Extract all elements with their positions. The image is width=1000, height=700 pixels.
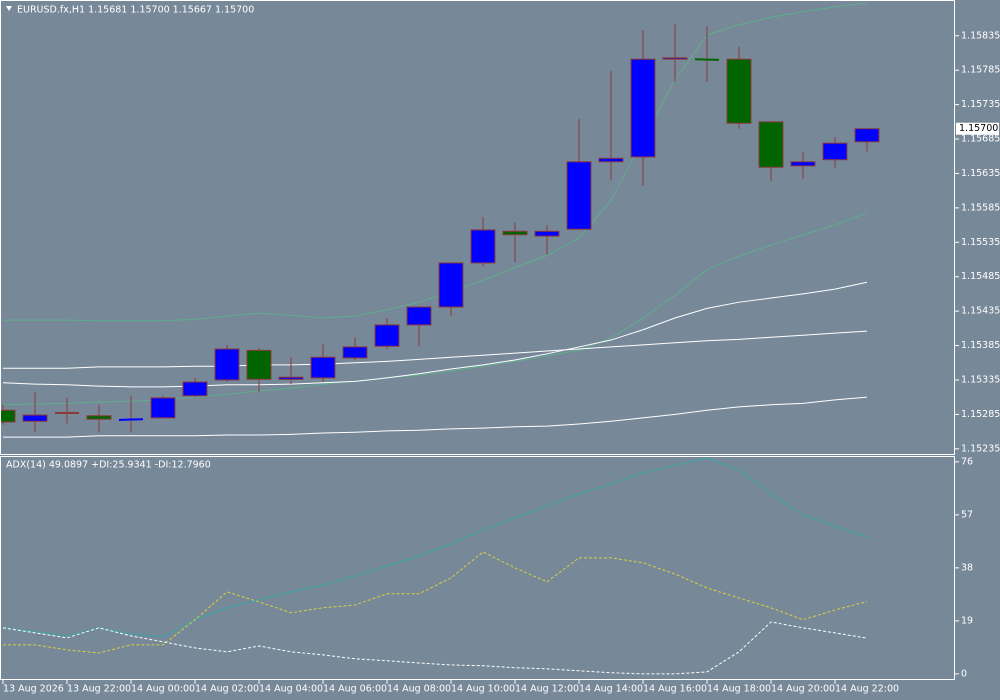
candle-body bbox=[598, 157, 624, 163]
overlay-line bbox=[3, 330, 868, 369]
overlay-line bbox=[2, 281, 868, 388]
x-tick-label: 14 Aug 04:00 bbox=[259, 684, 323, 695]
main-pane-frame bbox=[0, 0, 955, 455]
overlay-line bbox=[3, 396, 868, 438]
x-tick-label: 14 Aug 00:00 bbox=[131, 684, 195, 695]
y-tick-label: 38 bbox=[961, 562, 973, 573]
y-tick-label: 1.15235 bbox=[961, 443, 1000, 454]
candle-body bbox=[406, 306, 432, 326]
y-tick-label: 1.15385 bbox=[961, 340, 1000, 351]
candle-body bbox=[1, 409, 16, 423]
chart-title: EURUSD.fx,H1 1.15681 1.15700 1.15667 1.1… bbox=[17, 5, 254, 16]
y-tick-label: 0 bbox=[961, 668, 967, 679]
candle-body bbox=[502, 230, 528, 236]
candle-body bbox=[790, 161, 816, 167]
x-tick-label: 13 Aug 22:00 bbox=[67, 684, 131, 695]
candle-body bbox=[342, 346, 368, 359]
x-tick-label: 14 Aug 14:00 bbox=[579, 684, 643, 695]
y-tick-label: 1.15435 bbox=[961, 306, 1000, 317]
candle-body bbox=[182, 381, 208, 397]
y-tick-label: 1.15485 bbox=[961, 271, 1000, 282]
overlay-line bbox=[2, 212, 868, 406]
candle-body bbox=[662, 57, 688, 60]
y-tick-label: 1.15335 bbox=[961, 374, 1000, 385]
y-tick-label: 1.15635 bbox=[961, 168, 1000, 179]
y-tick-label: 57 bbox=[961, 509, 973, 520]
candle-body bbox=[86, 415, 112, 420]
candle-body bbox=[758, 121, 784, 168]
candle-body bbox=[470, 229, 496, 264]
y-tick-label: 1.15685 bbox=[961, 134, 1000, 145]
y-tick-label: 1.15835 bbox=[961, 30, 1000, 41]
x-tick-label: 14 Aug 18:00 bbox=[707, 684, 771, 695]
candle-body bbox=[22, 414, 48, 422]
plot-area bbox=[1, 2, 880, 438]
candle-body bbox=[694, 58, 720, 61]
last-price-label: 1.15700 bbox=[959, 123, 998, 134]
candle-body bbox=[118, 418, 144, 421]
candle-body bbox=[630, 58, 656, 158]
x-tick-label: 14 Aug 02:00 bbox=[195, 684, 259, 695]
x-tick-label: 14 Aug 20:00 bbox=[771, 684, 835, 695]
candle-body bbox=[150, 397, 176, 419]
candle-body bbox=[566, 161, 592, 230]
indicator-line bbox=[2, 621, 868, 675]
y-tick-label: 1.15285 bbox=[961, 409, 1000, 420]
indicator-pane-frame bbox=[0, 456, 955, 680]
x-tick-label: 14 Aug 08:00 bbox=[387, 684, 451, 695]
candle-body bbox=[726, 58, 752, 124]
x-tick-label: 14 Aug 16:00 bbox=[643, 684, 707, 695]
x-tick-label: 13 Aug 2026 bbox=[3, 684, 64, 695]
indicator-title: ADX(14) 49.0897 +DI:25.9341 -DI:12.7960 bbox=[6, 460, 211, 471]
symbol-icon bbox=[6, 6, 12, 11]
y-tick-label: 1.15785 bbox=[961, 65, 1000, 76]
y-tick-label: 1.15735 bbox=[961, 99, 1000, 110]
candle-body bbox=[374, 324, 400, 347]
x-tick-label: 14 Aug 06:00 bbox=[323, 684, 387, 695]
x-tick-label: 14 Aug 12:00 bbox=[515, 684, 579, 695]
last-price-tag bbox=[956, 122, 999, 135]
x-tick-label: 14 Aug 22:00 bbox=[835, 684, 899, 695]
candle-body bbox=[246, 349, 272, 380]
candle-body bbox=[438, 262, 464, 308]
indicator-line bbox=[3, 551, 868, 654]
candle-body bbox=[278, 376, 304, 380]
y-tick-label: 1.15585 bbox=[961, 202, 1000, 213]
candle-body bbox=[310, 356, 336, 379]
overlay-line bbox=[3, 2, 868, 322]
candle-body bbox=[534, 230, 560, 237]
y-tick-label: 1.15535 bbox=[961, 237, 1000, 248]
y-tick-label: 76 bbox=[961, 456, 973, 467]
candle-body bbox=[822, 142, 848, 161]
candle-body bbox=[854, 128, 880, 143]
indicator-line bbox=[2, 457, 868, 638]
y-tick-label: 19 bbox=[961, 615, 973, 626]
candle-body bbox=[214, 348, 240, 381]
x-tick-label: 14 Aug 10:00 bbox=[451, 684, 515, 695]
